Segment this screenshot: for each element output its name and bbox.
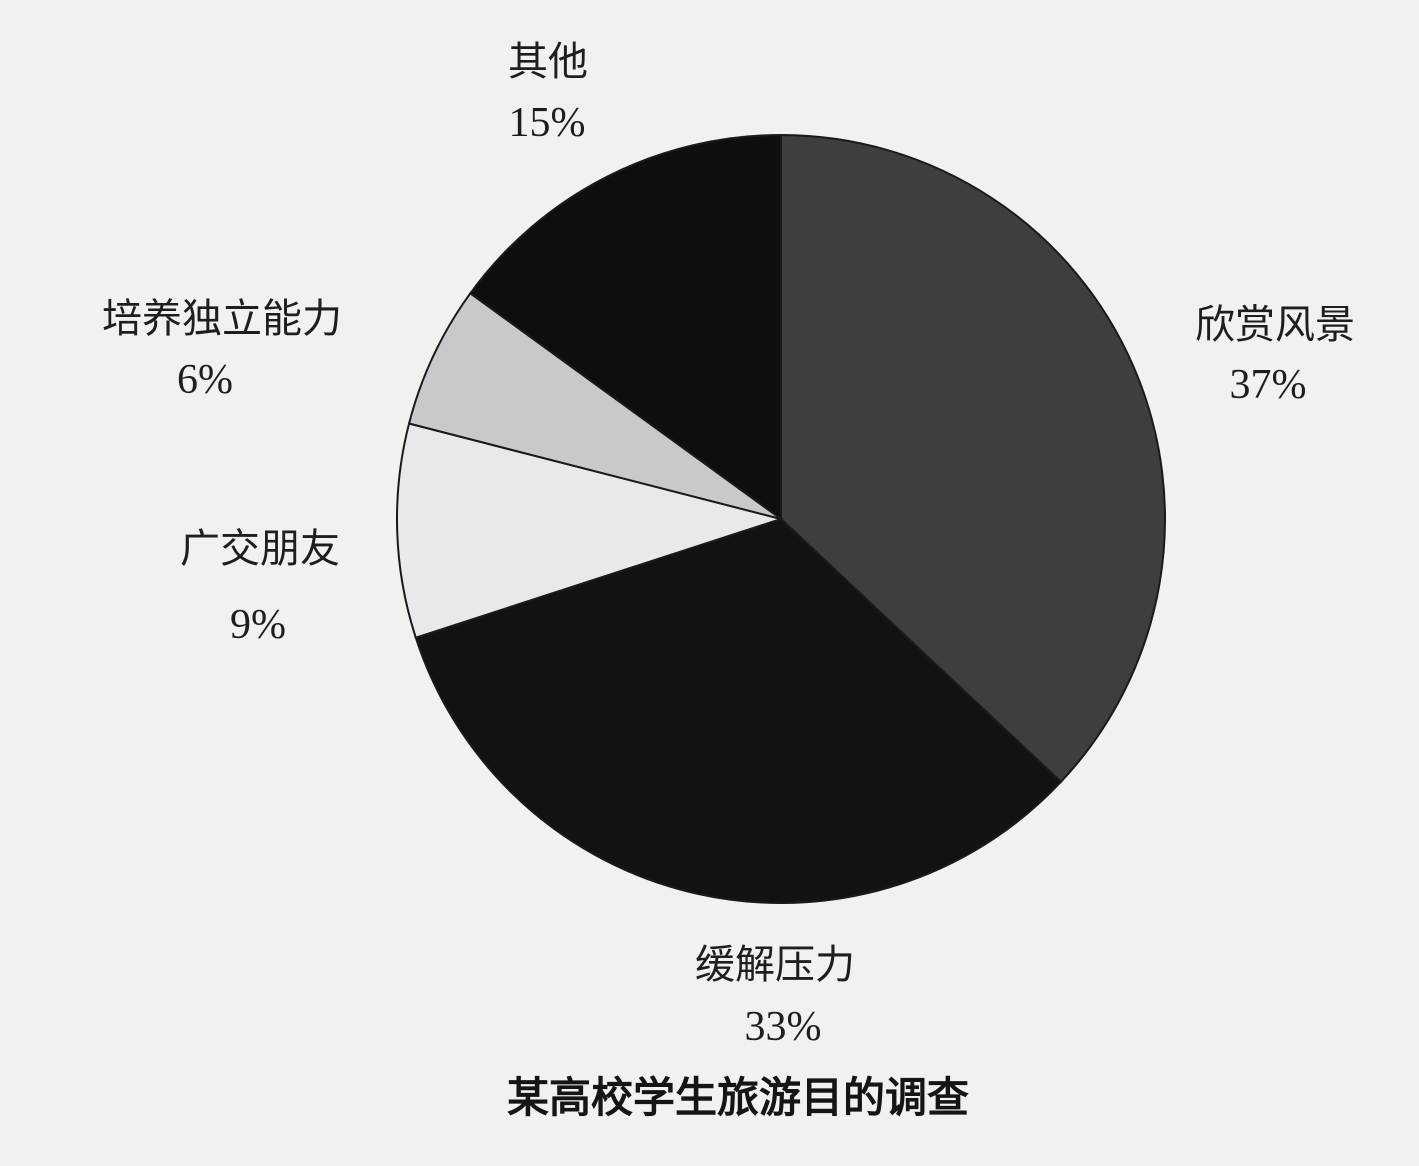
chart-title: 某高校学生旅游目的调查: [507, 1073, 969, 1122]
slice-label-relieve-stress: 缓解压力: [695, 942, 855, 988]
slice-percent-other: 15%: [509, 100, 586, 146]
pie-slice-independence: [407, 291, 782, 520]
slice-label-make-friends: 广交朋友: [180, 526, 340, 572]
pie-slice-make-friends: [396, 422, 785, 639]
pie-slice-scenery: [780, 133, 1166, 784]
slice-percent-make-friends: 9%: [230, 602, 286, 648]
slice-label-other: 其他: [508, 39, 588, 85]
pie-slice-relieve-stress: [414, 517, 1063, 904]
slice-label-scenery: 欣赏风景: [1195, 302, 1355, 348]
slice-percent-relieve-stress: 33%: [745, 1004, 822, 1050]
slice-percent-scenery: 37%: [1230, 362, 1307, 408]
slice-label-independence: 培养独立能力: [102, 296, 342, 342]
pie-slice-other: [468, 133, 782, 521]
pie-slices: [396, 133, 1166, 904]
slice-percent-independence: 6%: [177, 357, 233, 403]
